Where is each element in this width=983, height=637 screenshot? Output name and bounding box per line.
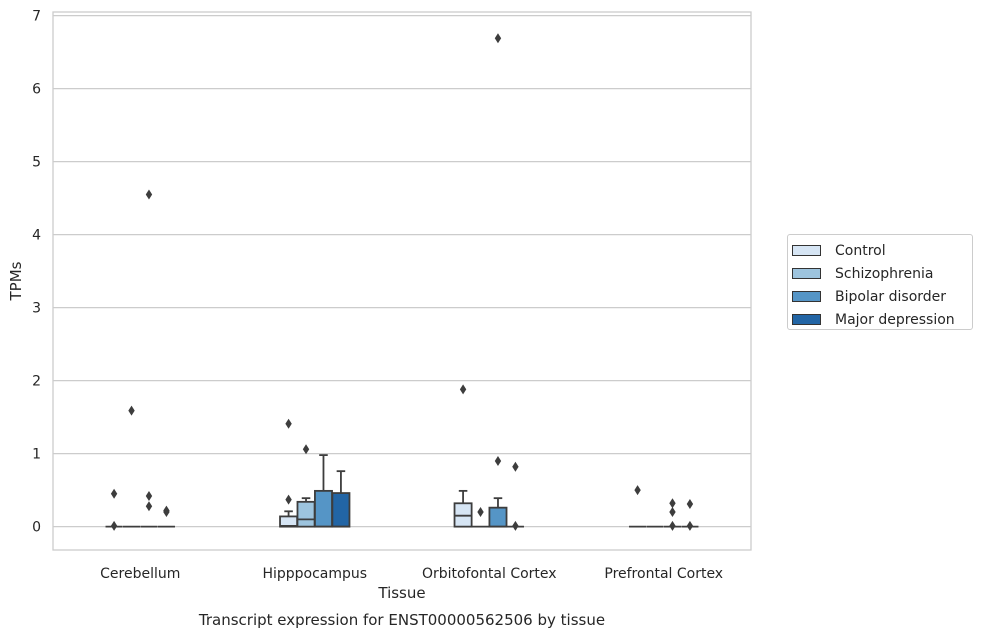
x-axis-ticks: Cerebellum Hipppocampus Orbitofontal Corte… bbox=[100, 566, 723, 582]
y-tick-label-2: 2 bbox=[32, 374, 41, 390]
grid-lines bbox=[53, 15, 751, 528]
series-major-depression bbox=[157, 461, 699, 531]
legend-swatch-control bbox=[792, 245, 821, 256]
outlier-point bbox=[634, 485, 641, 496]
box-body bbox=[488, 506, 508, 528]
outlier-point bbox=[145, 501, 153, 512]
series-schizophrenia bbox=[122, 405, 664, 528]
y-tick-label-4: 4 bbox=[32, 228, 41, 244]
legend-item-control: Control bbox=[792, 239, 972, 262]
legend-label-schizophrenia: Schizophrenia bbox=[835, 265, 934, 282]
y-tick-label-5: 5 bbox=[32, 155, 41, 171]
box-schizophrenia-hipppocampus bbox=[296, 444, 316, 528]
box-control-cerebellum bbox=[105, 488, 123, 531]
box-major-depression-cerebellum bbox=[157, 505, 175, 528]
legend-swatch-bipolar-disorder bbox=[792, 291, 821, 302]
outlier-point bbox=[145, 189, 153, 200]
box-series-layer bbox=[105, 33, 699, 531]
outlier-point bbox=[302, 444, 310, 455]
outlier-point bbox=[686, 499, 694, 510]
outlier-point bbox=[494, 455, 502, 466]
box-schizophrenia-orbitofontal-cortex bbox=[471, 507, 490, 528]
box-bipolar-disorder-prefrontal-cortex bbox=[663, 498, 682, 531]
legend-item-major-depression: Major depression bbox=[792, 308, 972, 331]
plot-frame bbox=[52, 11, 752, 551]
outlier-point bbox=[669, 507, 676, 518]
legend-label-major-depression: Major depression bbox=[835, 311, 955, 328]
y-tick-label-3: 3 bbox=[32, 301, 41, 317]
outlier-point bbox=[285, 494, 292, 505]
outlier-point bbox=[477, 507, 484, 518]
series-bipolar-disorder bbox=[140, 33, 682, 531]
box-body bbox=[296, 500, 316, 528]
legend-swatch-major-depression bbox=[792, 314, 821, 325]
box-control-hipppocampus bbox=[279, 418, 299, 528]
x-axis-label: Tissue bbox=[377, 584, 425, 602]
outlier-point bbox=[145, 490, 153, 501]
box-body bbox=[331, 492, 351, 528]
x-tick-label-orbitofontal-cortex: Orbitofontal Cortex bbox=[422, 566, 557, 582]
box-control-prefrontal-cortex bbox=[629, 485, 647, 528]
outlier-point bbox=[512, 461, 519, 472]
y-axis-ticks: 0 1 2 3 4 5 6 7 bbox=[32, 9, 41, 536]
y-tick-label-0: 0 bbox=[32, 520, 41, 536]
x-tick-label-hipppocampus: Hipppocampus bbox=[262, 566, 367, 582]
outlier-point bbox=[512, 520, 519, 531]
legend-label-bipolar-disorder: Bipolar disorder bbox=[835, 288, 947, 305]
series-control bbox=[105, 384, 647, 531]
legend-swatch-schizophrenia bbox=[792, 268, 821, 279]
box-control-orbitofontal-cortex bbox=[453, 384, 473, 528]
y-axis-label: TPMs bbox=[7, 261, 25, 301]
box-schizophrenia-cerebellum bbox=[122, 405, 141, 528]
y-tick-label-7: 7 bbox=[32, 9, 41, 25]
outlier-point bbox=[163, 507, 170, 518]
x-tick-label-cerebellum: Cerebellum bbox=[100, 566, 180, 582]
box-body bbox=[314, 489, 333, 528]
outlier-point bbox=[669, 520, 676, 531]
box-bipolar-disorder-hipppocampus bbox=[314, 454, 333, 528]
outlier-point bbox=[494, 33, 502, 44]
outlier-point bbox=[285, 418, 292, 429]
legend-item-schizophrenia: Schizophrenia bbox=[792, 262, 972, 285]
legend-item-bipolar-disorder: Bipolar disorder bbox=[792, 285, 972, 308]
outlier-point bbox=[686, 520, 694, 531]
box-bipolar-disorder-orbitofontal-cortex bbox=[488, 33, 508, 528]
outlier-point bbox=[669, 498, 676, 509]
outlier-point bbox=[110, 520, 118, 531]
box-bipolar-disorder-cerebellum bbox=[140, 189, 158, 528]
legend: Control Schizophrenia Bipolar disorder M… bbox=[787, 234, 973, 330]
outlier-point bbox=[110, 488, 118, 499]
box-major-depression-prefrontal-cortex bbox=[681, 499, 699, 531]
box-major-depression-orbitofontal-cortex bbox=[506, 461, 524, 531]
y-tick-label-6: 6 bbox=[32, 82, 41, 98]
chart-title: Transcript expression for ENST0000056250… bbox=[198, 611, 605, 629]
x-tick-label-prefrontal-cortex: Prefrontal Cortex bbox=[604, 566, 723, 582]
box-major-depression-hipppocampus bbox=[331, 470, 351, 528]
legend-label-control: Control bbox=[835, 242, 886, 259]
outlier-point bbox=[128, 405, 135, 416]
y-tick-label-1: 1 bbox=[32, 447, 41, 463]
outlier-point bbox=[459, 384, 467, 395]
